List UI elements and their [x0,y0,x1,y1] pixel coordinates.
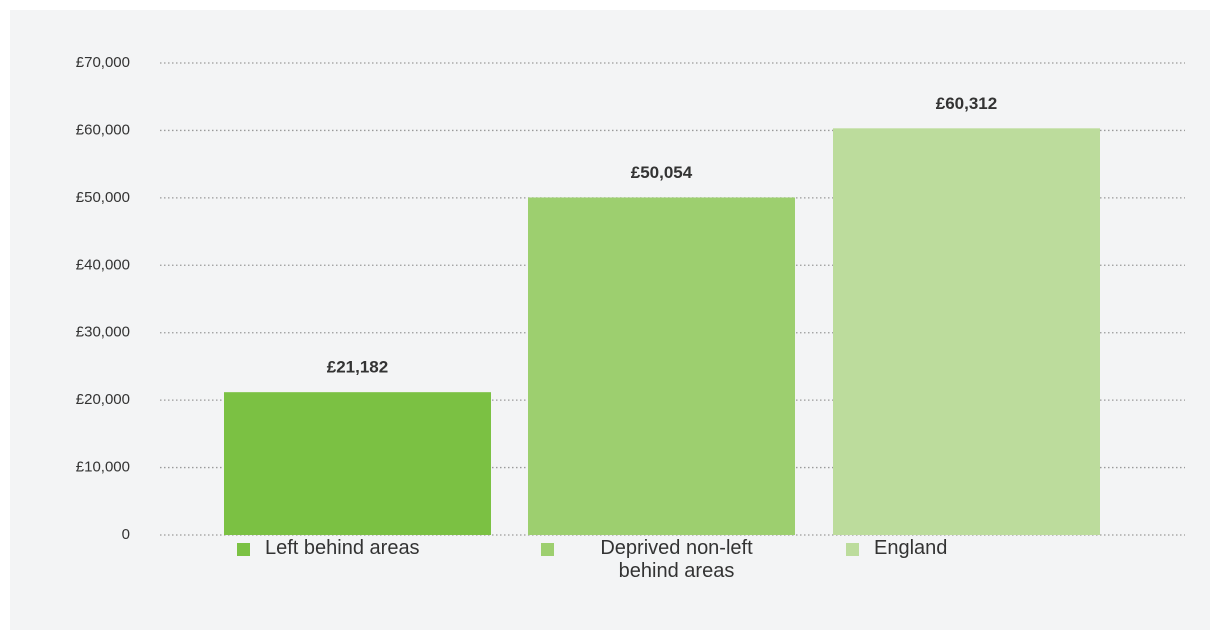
bar [833,128,1100,535]
y-tick-label: £60,000 [76,121,130,138]
y-tick-label: £70,000 [76,54,130,71]
bar [224,392,491,535]
legend-item: Left behind areas [237,537,420,560]
data-label: £60,312 [936,94,997,113]
legend-swatch [541,543,554,556]
legend-swatch [237,543,250,556]
y-tick-label: £50,000 [76,189,130,206]
y-tick-label: £30,000 [76,324,130,341]
legend-label: Deprived non-left behind areas [600,537,753,582]
legend-swatch [846,543,859,556]
y-tick-label: £40,000 [76,256,130,273]
legend-label: Left behind areas [265,537,420,559]
y-tick-label: £20,000 [76,391,130,408]
legend-item: England [846,537,947,560]
y-tick-label: 0 [122,526,130,543]
y-tick-label: £10,000 [76,459,130,476]
bar [528,197,795,535]
data-label: £21,182 [327,358,388,377]
legend-label: England [874,537,948,559]
legend-item: Deprived non-left behind areas [541,537,784,583]
data-label: £50,054 [631,163,693,182]
